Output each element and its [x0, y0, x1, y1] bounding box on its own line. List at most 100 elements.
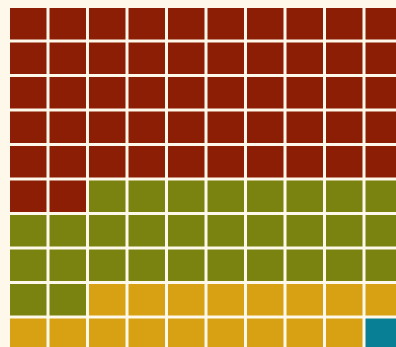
- waffle-cell: [168, 111, 205, 143]
- waffle-cell: [247, 318, 284, 347]
- waffle-cell: [128, 284, 165, 316]
- waffle-cell: [365, 284, 396, 316]
- waffle-cell: [49, 180, 86, 212]
- waffle-cell: [207, 180, 244, 212]
- waffle-cell: [49, 146, 86, 178]
- waffle-cell: [247, 284, 284, 316]
- waffle-cell: [286, 180, 323, 212]
- waffle-cell: [128, 111, 165, 143]
- waffle-cell: [128, 318, 165, 347]
- waffle-cell: [247, 8, 284, 40]
- waffle-cell: [326, 249, 363, 281]
- waffle-cell: [365, 77, 396, 109]
- waffle-cell: [247, 146, 284, 178]
- waffle-cell: [286, 111, 323, 143]
- waffle-cell: [168, 42, 205, 74]
- waffle-cell: [10, 111, 47, 143]
- waffle-cell: [10, 284, 47, 316]
- waffle-cell: [207, 215, 244, 247]
- waffle-cell: [10, 42, 47, 74]
- waffle-cell: [89, 215, 126, 247]
- waffle-cell: [207, 284, 244, 316]
- waffle-cell: [10, 8, 47, 40]
- waffle-cell: [49, 249, 86, 281]
- waffle-cell: [365, 215, 396, 247]
- waffle-cell: [89, 146, 126, 178]
- waffle-cell: [207, 146, 244, 178]
- waffle-cell: [207, 318, 244, 347]
- waffle-cell: [365, 111, 396, 143]
- waffle-cell: [247, 249, 284, 281]
- waffle-cell: [365, 249, 396, 281]
- waffle-cell: [286, 215, 323, 247]
- waffle-cell: [89, 8, 126, 40]
- waffle-cell: [49, 284, 86, 316]
- waffle-cell: [207, 77, 244, 109]
- waffle-cell: [49, 77, 86, 109]
- waffle-cell: [365, 318, 396, 347]
- waffle-cell: [286, 284, 323, 316]
- waffle-cell: [10, 318, 47, 347]
- waffle-cell: [286, 249, 323, 281]
- waffle-cell: [365, 42, 396, 74]
- waffle-cell: [168, 215, 205, 247]
- waffle-cell: [128, 180, 165, 212]
- waffle-cell: [89, 77, 126, 109]
- waffle-cell: [10, 77, 47, 109]
- waffle-cell: [89, 111, 126, 143]
- waffle-cell: [326, 215, 363, 247]
- waffle-cell: [89, 284, 126, 316]
- waffle-cell: [128, 249, 165, 281]
- waffle-cell: [168, 318, 205, 347]
- waffle-cell: [89, 249, 126, 281]
- waffle-cell: [286, 318, 323, 347]
- waffle-cell: [326, 318, 363, 347]
- waffle-cell: [207, 249, 244, 281]
- waffle-cells: [10, 8, 396, 347]
- waffle-cell: [168, 180, 205, 212]
- waffle-cell: [168, 284, 205, 316]
- waffle-cell: [326, 77, 363, 109]
- waffle-cell: [10, 180, 47, 212]
- waffle-cell: [326, 284, 363, 316]
- waffle-cell: [247, 180, 284, 212]
- waffle-cell: [207, 8, 244, 40]
- waffle-cell: [207, 42, 244, 74]
- waffle-cell: [168, 249, 205, 281]
- waffle-cell: [247, 215, 284, 247]
- waffle-cell: [128, 146, 165, 178]
- waffle-cell: [326, 42, 363, 74]
- waffle-cell: [247, 42, 284, 74]
- waffle-cell: [365, 146, 396, 178]
- waffle-cell: [286, 8, 323, 40]
- waffle-cell: [10, 146, 47, 178]
- waffle-cell: [49, 215, 86, 247]
- waffle-cell: [89, 318, 126, 347]
- waffle-cell: [10, 215, 47, 247]
- waffle-cell: [89, 180, 126, 212]
- waffle-cell: [365, 8, 396, 40]
- waffle-cell: [49, 111, 86, 143]
- waffle-cell: [128, 42, 165, 74]
- waffle-cell: [10, 249, 47, 281]
- waffle-cell: [128, 77, 165, 109]
- waffle-cell: [128, 215, 165, 247]
- waffle-cell: [128, 8, 165, 40]
- waffle-cell: [247, 77, 284, 109]
- waffle-cell: [168, 77, 205, 109]
- waffle-cell: [247, 111, 284, 143]
- waffle-cell: [286, 146, 323, 178]
- waffle-cell: [326, 146, 363, 178]
- waffle-cell: [286, 42, 323, 74]
- waffle-cell: [89, 42, 126, 74]
- waffle-cell: [168, 8, 205, 40]
- waffle-cell: [365, 180, 396, 212]
- waffle-cell: [326, 111, 363, 143]
- waffle-cell: [168, 146, 205, 178]
- waffle-cell: [207, 111, 244, 143]
- waffle-cell: [49, 8, 86, 40]
- waffle-cell: [49, 318, 86, 347]
- waffle-cell: [326, 180, 363, 212]
- waffle-cell: [326, 8, 363, 40]
